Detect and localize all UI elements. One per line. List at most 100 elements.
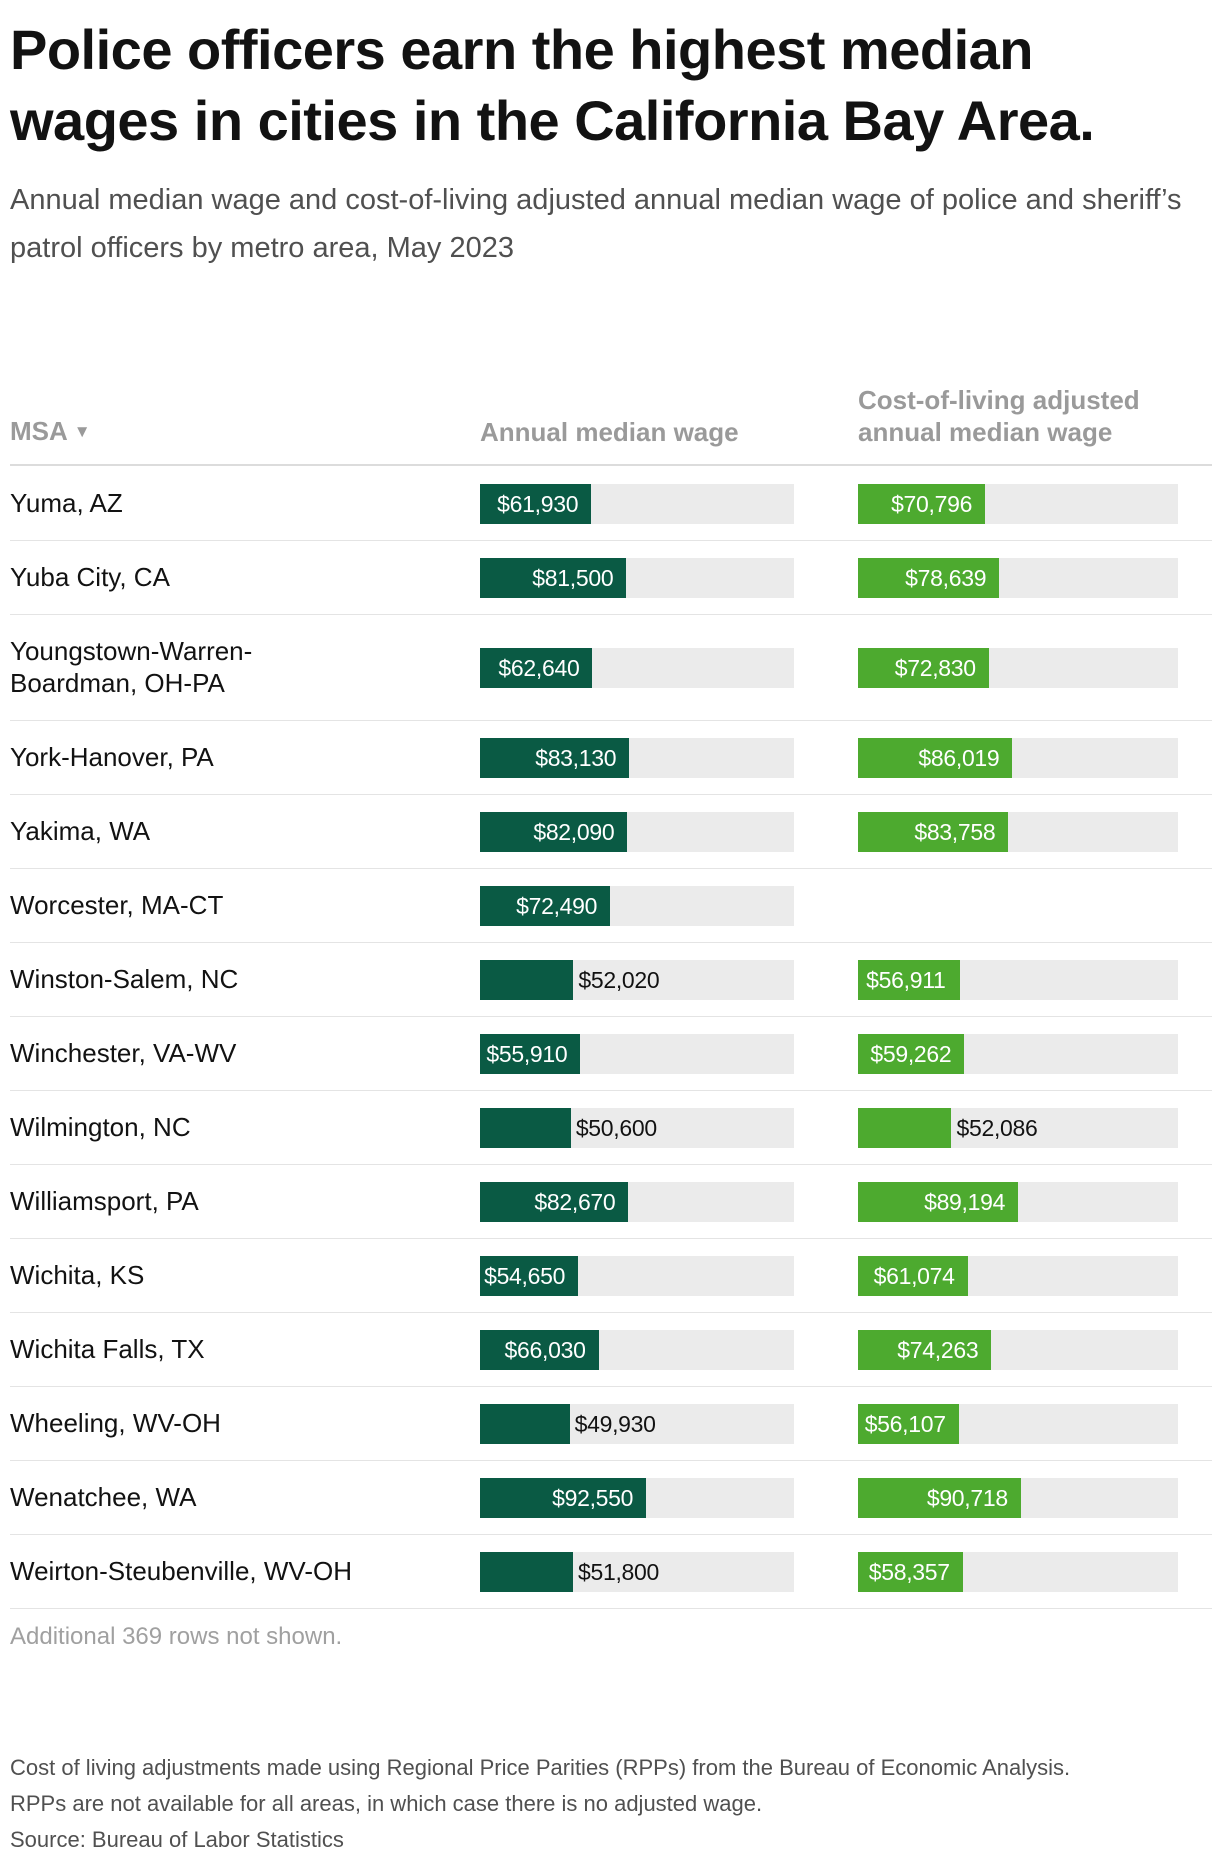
annual-wage-track: $50,600 [480, 1108, 794, 1148]
annual-wage-track: $66,030 [480, 1330, 794, 1370]
row-msa-name: Weirton-Steubenville, WV-OH [10, 1556, 352, 1586]
row-msa-name: York-Hanover, PA [10, 742, 214, 772]
row-msa-name: Youngstown-Warren-Boardman, OH-PA [10, 636, 253, 698]
adjusted-wage-value-label: $78,639 [905, 565, 987, 591]
adjusted-wage-track: $56,107 [858, 1404, 1178, 1444]
adjusted-wage-value-label: $59,262 [870, 1041, 952, 1067]
annual-wage-value-label: $51,800 [577, 1559, 660, 1585]
annual-wage-value-label: $52,020 [578, 967, 660, 993]
adjusted-wage-value-label: $61,074 [873, 1263, 955, 1289]
annual-wage-bar [480, 1256, 579, 1296]
annual-wage-value-label: $82,670 [534, 1189, 616, 1215]
row-msa-name: Wichita, KS [10, 1260, 145, 1290]
column-header-msa-label: MSA [10, 416, 68, 446]
adjusted-wage-bar [858, 648, 989, 688]
annual-wage-bar [480, 960, 574, 1000]
annual-wage-value-label: $83,130 [535, 745, 617, 771]
annual-wage-track: $51,800 [480, 1552, 794, 1592]
adjusted-wage-track: $78,639 [858, 558, 1178, 598]
adjusted-wage-bar [858, 1478, 1021, 1518]
sort-descending-icon: ▼ [73, 422, 91, 441]
chart-footer: Cost of living adjustments made using Re… [10, 1750, 1210, 1858]
row-msa-name: Williamsport, PA [10, 1186, 199, 1216]
adjusted-wage-value-label: $89,194 [924, 1189, 1006, 1215]
chart-subtitle: Annual median wage and cost-of-living ad… [10, 184, 1182, 264]
table-row: Youngstown-Warren-Boardman, OH-PA $62,640… [10, 614, 1212, 721]
table-row: Yakima, WA $82,090 $83,758 [10, 794, 1212, 869]
column-header-msa[interactable]: MSA ▼ [10, 415, 91, 448]
annual-wage-bar [480, 738, 630, 778]
annual-wage-track: $81,500 [480, 558, 794, 598]
adjusted-wage-value-label: $86,019 [918, 745, 1000, 771]
adjusted-wage-value-label: $74,263 [897, 1337, 979, 1363]
adjusted-wage-bar [858, 558, 1000, 598]
annual-wage-value-label: $81,500 [532, 565, 614, 591]
table-row: Williamsport, PA $82,670 $89,194 [10, 1164, 1212, 1239]
adjusted-wage-track: $52,086 [858, 1108, 1178, 1148]
table-header: MSA ▼ Annual median wage Cost-of-living a… [10, 380, 1212, 466]
annual-wage-bar [480, 812, 628, 852]
annual-wage-track: $62,640 [480, 648, 794, 688]
table-row: York-Hanover, PA $83,130 $86,019 [10, 720, 1212, 795]
annual-wage-bar [480, 1330, 599, 1370]
adjusted-wage-value-label: $83,758 [914, 819, 996, 845]
annual-wage-track: $52,020 [480, 960, 794, 1000]
annual-wage-track: $49,930 [480, 1404, 794, 1444]
annual-wage-track: $55,910 [480, 1034, 794, 1074]
adjusted-wage-value-label: $70,796 [891, 491, 973, 517]
adjusted-wage-value-label: $56,911 [866, 967, 946, 993]
adjusted-wage-track: $90,718 [858, 1478, 1178, 1518]
row-msa-name: Worcester, MA-CT [10, 890, 224, 920]
annual-wage-bar [480, 1108, 571, 1148]
annual-wage-track: $54,650 [480, 1256, 794, 1296]
table-row: Wenatchee, WA $92,550 $90,718 [10, 1460, 1212, 1535]
annual-wage-track: $82,670 [480, 1182, 794, 1222]
row-msa-name: Wichita Falls, TX [10, 1334, 205, 1364]
annual-wage-value-label: $50,600 [575, 1115, 657, 1141]
adjusted-wage-value-label: $56,107 [864, 1411, 946, 1437]
annual-wage-bar [480, 886, 611, 926]
row-msa-name: Yuba City, CA [10, 562, 170, 592]
table-row: Worcester, MA-CT $72,490 [10, 868, 1212, 943]
table-row: Wichita Falls, TX $66,030 $74,263 [10, 1312, 1212, 1387]
annual-wage-value-label: $66,030 [504, 1337, 586, 1363]
adjusted-wage-track: $61,074 [858, 1256, 1178, 1296]
adjusted-wage-track [858, 886, 1178, 926]
footer-note-rpp: Cost of living adjustments made using Re… [10, 1755, 1071, 1780]
adjusted-wage-bar [858, 1182, 1019, 1222]
adjusted-wage-bar [858, 738, 1013, 778]
adjusted-wage-bar [858, 484, 986, 524]
adjusted-wage-track: $86,019 [858, 738, 1178, 778]
annual-wage-bar [480, 1034, 581, 1074]
annual-wage-value-label: $55,910 [486, 1041, 568, 1067]
annual-wage-value-label: $72,490 [516, 893, 598, 919]
column-header-adjusted-wage[interactable]: Cost-of-living adjusted annual median wa… [858, 385, 1140, 447]
adjusted-wage-bar [858, 1108, 952, 1148]
column-header-annual-median-wage[interactable]: Annual median wage [480, 417, 739, 447]
row-msa-name: Wenatchee, WA [10, 1482, 197, 1512]
table-row: Wichita, KS $54,650 $61,074 [10, 1238, 1212, 1313]
adjusted-wage-track: $74,263 [858, 1330, 1178, 1370]
row-msa-name: Yuma, AZ [10, 488, 123, 518]
adjusted-wage-track: $59,262 [858, 1034, 1178, 1074]
annual-wage-bar [480, 1404, 570, 1444]
rows-not-shown-note: Additional 369 rows not shown. [10, 1623, 343, 1650]
annual-wage-bar [480, 558, 627, 598]
adjusted-wage-bar [858, 812, 1009, 852]
row-msa-name: Yakima, WA [10, 816, 151, 846]
row-msa-name: Wheeling, WV-OH [10, 1408, 221, 1438]
annual-wage-track: $82,090 [480, 812, 794, 852]
row-msa-name: Wilmington, NC [10, 1112, 191, 1142]
annual-wage-value-label: $61,930 [497, 491, 579, 517]
annual-wage-bar [480, 484, 592, 524]
table-row: Wheeling, WV-OH $49,930 $56,107 [10, 1386, 1212, 1461]
annual-wage-track: $83,130 [480, 738, 794, 778]
annual-wage-value-label: $62,640 [498, 655, 580, 681]
table-row: Winchester, VA-WV $55,910 $59,262 [10, 1016, 1212, 1091]
adjusted-wage-track: $89,194 [858, 1182, 1178, 1222]
adjusted-wage-track: $58,357 [858, 1552, 1178, 1592]
adjusted-wage-bar [858, 1034, 965, 1074]
adjusted-wage-track: $83,758 [858, 812, 1178, 852]
adjusted-wage-value-label: $72,830 [894, 655, 976, 681]
annual-wage-value-label: $49,930 [574, 1411, 656, 1437]
